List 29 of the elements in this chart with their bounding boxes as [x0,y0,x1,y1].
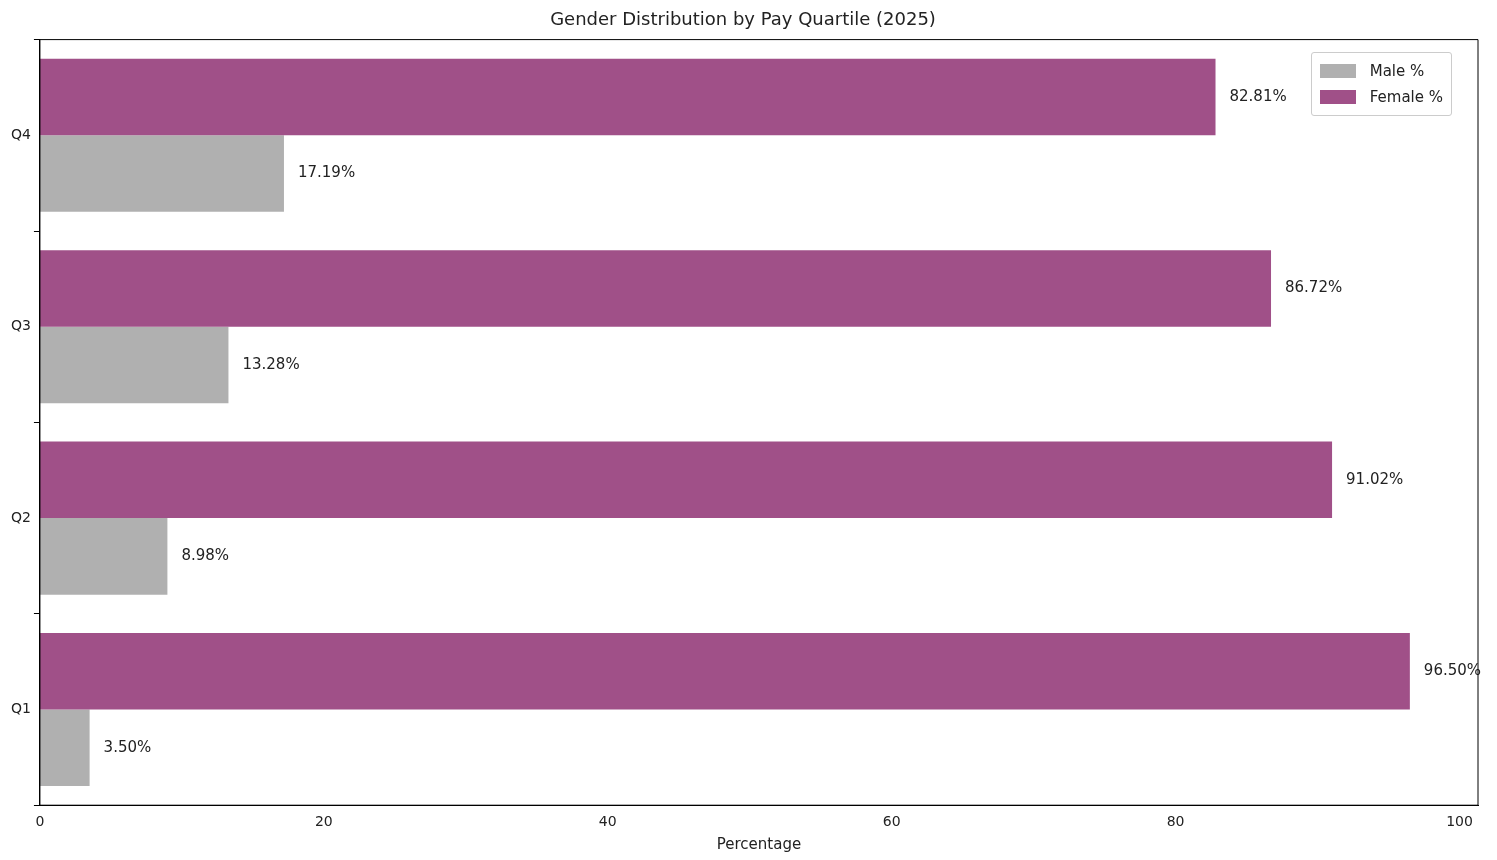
bar [39,58,1216,136]
data-label: 13.28% [242,354,300,373]
x-tick-label: 40 [598,813,617,830]
x-tick-label: 100 [1446,813,1473,830]
legend-label: Female % [1369,87,1443,108]
bar [39,250,1272,327]
bar [39,518,168,595]
bar [39,441,1333,519]
x-tick-label: 0 [35,813,45,830]
x-tick-label: 80 [1166,813,1185,830]
y-tick-label: Q1 [10,700,31,717]
data-label: 86.72% [1285,278,1343,297]
data-label: 8.98% [181,546,230,565]
legend-label: Male % [1369,61,1425,82]
chart-title: Gender Distribution by Pay Quartile (2025) [550,8,936,30]
data-label: 91.02% [1346,469,1404,488]
y-tick-label: Q3 [10,317,31,334]
data-label: 82.81% [1229,86,1287,105]
y-tick-label: Q4 [10,125,32,142]
bar [39,135,284,212]
bar [39,709,90,787]
bar [39,326,229,404]
x-tick-label: 20 [314,813,333,830]
x-tick-label: 60 [882,813,901,830]
x-axis-title: Percentage [716,834,802,853]
y-tick-label: Q2 [10,508,31,525]
data-label: 3.50% [103,737,152,756]
bar [39,632,1410,710]
data-label: 17.19% [297,163,356,182]
